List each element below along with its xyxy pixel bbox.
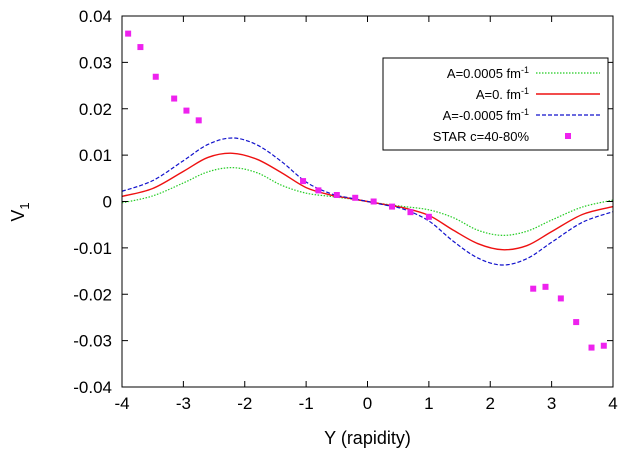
star-data-point bbox=[407, 209, 414, 216]
star-data-point bbox=[315, 187, 322, 194]
star-data-point bbox=[333, 192, 340, 199]
y-axis-title: V1 bbox=[8, 202, 32, 221]
star-data-point bbox=[425, 213, 432, 220]
x-axis-title: Y (rapidity) bbox=[324, 428, 411, 448]
legend-label: A=-0.0005 fm-1 bbox=[443, 107, 529, 123]
star-data-point bbox=[195, 117, 202, 124]
star-data-point bbox=[530, 285, 537, 292]
star-data-point bbox=[300, 178, 307, 185]
legend-label-text: A=0.0005 fm bbox=[447, 66, 521, 81]
legend-label: A=0. fm-1 bbox=[476, 86, 529, 102]
series-curves bbox=[121, 137, 614, 266]
x-tick-label: 0 bbox=[363, 394, 372, 413]
star-data-point bbox=[352, 194, 359, 201]
x-tick-label: -3 bbox=[176, 394, 191, 413]
series-line-1 bbox=[121, 167, 614, 236]
x-tick-label: -1 bbox=[299, 394, 314, 413]
x-tick-label: 2 bbox=[486, 394, 495, 413]
y-tick-label: 0 bbox=[103, 193, 112, 212]
legend-swatch-point bbox=[565, 133, 571, 139]
legend-label-superscript: -1 bbox=[521, 86, 529, 96]
star-data-point bbox=[389, 203, 396, 210]
x-tick-label: -2 bbox=[237, 394, 252, 413]
legend-label-superscript: -1 bbox=[521, 107, 529, 117]
star-data-point bbox=[183, 107, 190, 114]
star-data-point bbox=[152, 73, 159, 80]
star-data-point bbox=[557, 295, 564, 302]
legend-label-text: STAR c=40-80% bbox=[433, 129, 530, 144]
star-data-point bbox=[370, 198, 377, 205]
y-axis-title-subscript: 1 bbox=[17, 202, 32, 209]
x-tick-label: 3 bbox=[547, 394, 556, 413]
y-tick-label: -0.04 bbox=[73, 378, 112, 397]
star-data-point bbox=[542, 283, 549, 290]
data-points bbox=[125, 30, 607, 351]
axes: -4 -3 -2 -1 0 1 2 3 4 -0.04 -0.03 -0.02 -0.01 0 0.01 0.… bbox=[8, 7, 618, 448]
x-tick-label: -4 bbox=[114, 394, 129, 413]
star-data-point bbox=[573, 319, 580, 326]
series-line-3 bbox=[121, 137, 614, 266]
legend-label-text: A=0. fm bbox=[476, 87, 521, 102]
legend-label-text: A=-0.0005 fm bbox=[443, 108, 521, 123]
star-data-point bbox=[125, 30, 132, 37]
star-data-point bbox=[588, 344, 595, 351]
star-data-point bbox=[171, 95, 178, 102]
y-tick-label: -0.03 bbox=[73, 332, 112, 351]
legend-label-superscript: -1 bbox=[521, 65, 529, 75]
y-tick-label: -0.02 bbox=[73, 285, 112, 304]
x-tick-label: 4 bbox=[608, 394, 617, 413]
x-tick-label: 1 bbox=[424, 394, 433, 413]
legend-label: A=0.0005 fm-1 bbox=[447, 65, 529, 81]
legend: A=0.0005 fm-1A=0. fm-1A=-0.0005 fm-1STAR… bbox=[382, 57, 609, 151]
y-tick-label: 0.02 bbox=[79, 100, 112, 119]
y-tick-label: -0.01 bbox=[73, 239, 112, 258]
y-tick-label: 0.01 bbox=[79, 146, 112, 165]
star-data-point bbox=[600, 342, 607, 349]
legend-label: STAR c=40-80% bbox=[433, 129, 530, 144]
y-tick-label: 0.03 bbox=[79, 53, 112, 72]
y-tick-label: 0.04 bbox=[79, 7, 112, 26]
star-data-point bbox=[137, 44, 144, 51]
